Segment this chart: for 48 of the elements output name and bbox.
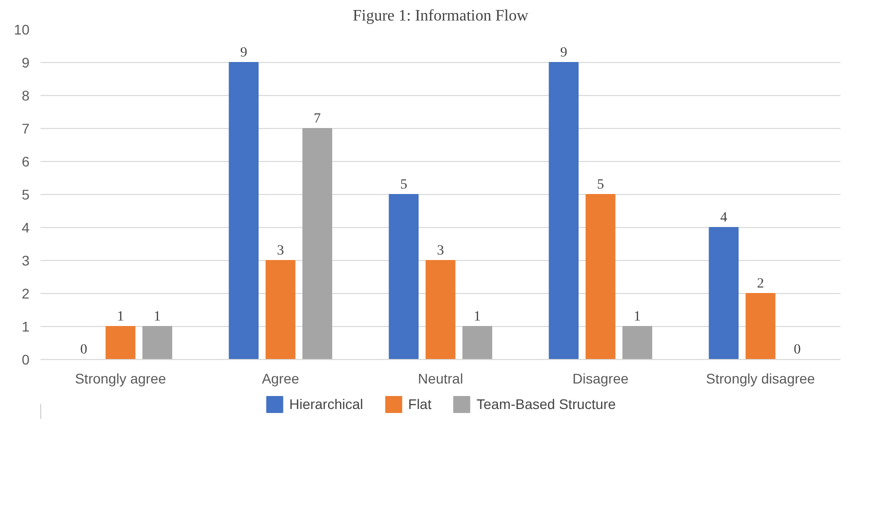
y-tick-label: 0 <box>22 352 30 368</box>
y-tick-label: 9 <box>22 54 30 70</box>
bar <box>426 260 456 360</box>
bar <box>548 62 579 360</box>
legend-label: Team-Based Structure <box>476 396 616 412</box>
y-tick-label: 2 <box>22 286 30 302</box>
bar <box>302 128 332 360</box>
data-label: 5 <box>597 178 604 192</box>
data-label: 1 <box>154 310 161 324</box>
data-label: 0 <box>794 342 801 358</box>
data-label: 2 <box>757 276 764 292</box>
x-tick-label: Neutral <box>418 370 464 386</box>
data-label: 1 <box>117 310 124 324</box>
y-tick-label: 7 <box>22 120 30 136</box>
x-tick-label: Strongly agree <box>74 370 166 386</box>
data-label: 5 <box>400 178 408 192</box>
data-label: 1 <box>634 310 641 324</box>
data-label: 0 <box>80 342 88 358</box>
bar <box>266 260 296 360</box>
y-tick-label: 1 <box>22 318 30 334</box>
y-tick-label: 3 <box>22 252 30 268</box>
bar <box>586 194 616 360</box>
bar <box>106 326 136 360</box>
data-label: 1 <box>474 310 481 324</box>
data-label: 4 <box>720 210 728 226</box>
bar <box>622 326 652 360</box>
data-label: 3 <box>277 244 284 258</box>
y-tick-label: 10 <box>14 22 30 38</box>
bar <box>462 326 492 360</box>
x-tick-label: Strongly disagree <box>706 370 816 386</box>
y-tick-label: 6 <box>22 154 30 170</box>
bar <box>228 62 259 360</box>
chart-title: Figure 1: Information Flow <box>352 8 529 24</box>
bar <box>142 326 172 360</box>
legend-label: Hierarchical <box>289 396 364 412</box>
data-label: 3 <box>437 244 444 258</box>
bar <box>746 293 776 360</box>
x-tick-label: Disagree <box>572 370 629 386</box>
y-tick-label: 5 <box>22 186 30 202</box>
data-label: 9 <box>240 46 248 60</box>
data-label: 9 <box>560 46 568 60</box>
bar <box>708 227 739 360</box>
bar <box>388 194 419 360</box>
x-tick-label: Agree <box>262 370 300 386</box>
y-tick-label: 4 <box>22 220 30 236</box>
legend-label: Flat <box>408 396 432 412</box>
y-tick-label: 8 <box>22 88 30 104</box>
data-label: 7 <box>314 112 321 126</box>
